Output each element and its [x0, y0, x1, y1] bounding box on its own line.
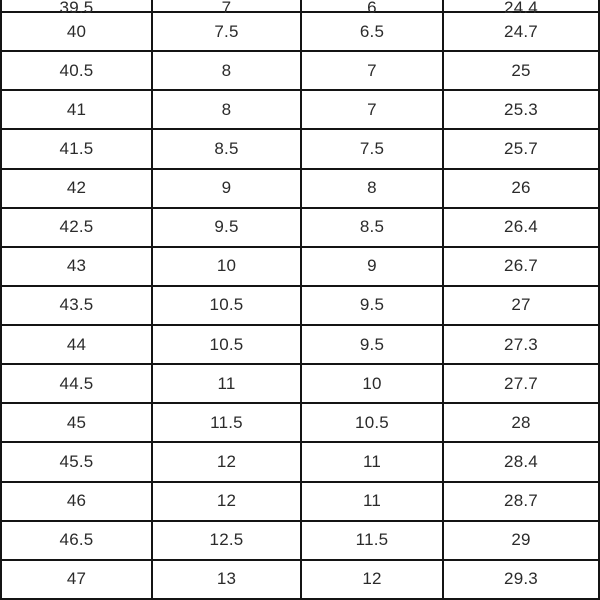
table-cell: 11 [302, 443, 444, 481]
cell-value: 6 [367, 0, 377, 17]
table-cell: 12 [153, 443, 302, 481]
table-row: 45 11.5 10.5 28 [2, 404, 598, 444]
table-cell: 28.4 [504, 451, 538, 471]
table-cell: 42 [2, 169, 153, 207]
table-cell: 45.5 [2, 443, 153, 481]
table-cell: 43 [2, 247, 153, 285]
cell-value: 39.5 [59, 0, 94, 17]
table-cell: 10.5 [153, 286, 302, 324]
table-cell: 10 [302, 365, 444, 403]
table-cell: 7 [302, 91, 444, 129]
table-cell: 26.7 [504, 256, 538, 276]
table-cell: 45 [2, 404, 153, 442]
table-cell: 40 [2, 13, 153, 51]
table-row: 44.5 11 10 27.7 [2, 365, 598, 405]
table-cell: 47 [2, 560, 153, 598]
table-cell: 7 [302, 52, 444, 90]
table-cell: 12 [302, 560, 444, 598]
table-cell: 8.5 [302, 208, 444, 246]
table-cell: 43.5 [2, 286, 153, 324]
table-cell: 9.5 [302, 286, 444, 324]
table-cell: 29 [511, 530, 531, 550]
table-row: 40 7.5 6.5 24.7 [2, 13, 598, 53]
table-cell: 8.5 [153, 130, 302, 168]
table-cell: 26.4 [504, 217, 538, 237]
table-cell: 10.5 [153, 326, 302, 364]
table-cell: 9.5 [153, 208, 302, 246]
table-cell: 11 [153, 365, 302, 403]
table-cell: 9 [153, 169, 302, 207]
table-row-clipped: 39.5 7 6 24.4 [2, 0, 598, 17]
table-cell: 29.3 [504, 569, 538, 589]
table-cell: 12.5 [153, 521, 302, 559]
table-cell: 27.7 [504, 373, 538, 393]
table-cell: 8 [302, 169, 444, 207]
table-cell: 6 [302, 0, 444, 17]
table-row: 43 10 9 26.7 [2, 247, 598, 287]
table-row: 43.5 10.5 9.5 27 [2, 286, 598, 326]
table-cell: 7.5 [302, 130, 444, 168]
table-cell: 44.5 [2, 365, 153, 403]
table-cell: 25 [511, 60, 531, 80]
table-cell: 26 [511, 178, 531, 198]
table-cell: 8 [153, 52, 302, 90]
table-cell: 25.7 [504, 138, 538, 158]
table-row: 40.5 8 7 25 [2, 52, 598, 92]
table-cell: 24.7 [504, 21, 538, 41]
table-cell: 27 [511, 295, 531, 315]
table-cell: 27.3 [504, 334, 538, 354]
table-cell: 7 [153, 0, 302, 17]
table-row: 45.5 12 11 28.4 [2, 443, 598, 483]
table-cell: 46.5 [2, 521, 153, 559]
table-row: 42.5 9.5 8.5 26.4 [2, 208, 598, 248]
table-cell: 28 [511, 412, 531, 432]
table-cell: 10 [153, 247, 302, 285]
table-cell: 41.5 [2, 130, 153, 168]
table-cell: 13 [153, 560, 302, 598]
table-cell: 28.7 [504, 491, 538, 511]
table-cell: 11.5 [153, 404, 302, 442]
table-cell: 46 [2, 482, 153, 520]
cell-value: 7 [221, 0, 232, 17]
table-cell: 44 [2, 326, 153, 364]
table-cell: 10.5 [302, 404, 444, 442]
table-cell: 12 [153, 482, 302, 520]
table-cell: 11 [302, 482, 444, 520]
table-row: 46.5 12.5 11.5 29 [2, 521, 598, 561]
table-cell: 6.5 [302, 13, 444, 51]
table-cell: 25.3 [504, 99, 538, 119]
table-row: 47 13 12 29.3 [2, 560, 598, 600]
cell-value: 24.4 [504, 0, 538, 17]
table-row: 44 10.5 9.5 27.3 [2, 326, 598, 366]
table-cell: 39.5 [2, 0, 153, 17]
table-cell: 40.5 [2, 52, 153, 90]
table-row: 46 12 11 28.7 [2, 482, 598, 522]
table-cell: 9.5 [302, 326, 444, 364]
table-cell: 9 [302, 247, 444, 285]
table-row: 41 8 7 25.3 [2, 91, 598, 131]
table-row: 41.5 8.5 7.5 25.7 [2, 130, 598, 170]
table-cell: 8 [153, 91, 302, 129]
table-row: 42 9 8 26 [2, 169, 598, 209]
table-cell: 11.5 [302, 521, 444, 559]
table-cell: 41 [2, 91, 153, 129]
table-cell: 42.5 [2, 208, 153, 246]
table-cell: 24.4 [444, 0, 598, 17]
table-body: 40 7.5 6.5 24.7 40.5 8 7 25 41 8 7 25.3 … [2, 13, 598, 600]
table-cell: 7.5 [153, 13, 302, 51]
